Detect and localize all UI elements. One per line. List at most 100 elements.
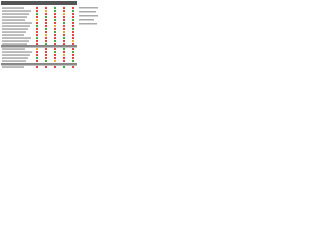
status-dot — [35, 56, 39, 60]
legend-line — [79, 23, 97, 25]
status-dot — [62, 9, 66, 13]
status-dot — [44, 53, 48, 57]
status-dot — [44, 39, 48, 43]
status-dot — [44, 12, 48, 16]
status-dot — [44, 65, 48, 69]
row-label — [2, 51, 32, 53]
status-dot — [71, 53, 75, 57]
status-dot — [71, 50, 75, 54]
status-dot — [62, 56, 66, 60]
status-dot — [71, 36, 75, 40]
status-dot — [53, 59, 57, 63]
row-label — [2, 16, 27, 18]
row-label — [2, 13, 29, 15]
section-bar — [1, 63, 77, 66]
status-dot — [35, 27, 39, 31]
status-dot — [62, 24, 66, 28]
status-dot — [71, 39, 75, 43]
status-dot — [53, 39, 57, 43]
status-dot — [71, 30, 75, 34]
section-bar — [1, 45, 77, 48]
status-dot — [71, 65, 75, 69]
status-dot — [53, 27, 57, 31]
status-dot — [35, 24, 39, 28]
status-dot — [44, 56, 48, 60]
legend-line — [79, 19, 94, 21]
status-dot — [53, 42, 57, 46]
row-label — [2, 25, 30, 27]
status-dot — [62, 27, 66, 31]
row-label — [2, 43, 27, 45]
status-dot — [62, 33, 66, 37]
status-dot — [35, 12, 39, 16]
status-dot — [35, 42, 39, 46]
row-label — [2, 19, 25, 21]
status-dot — [44, 21, 48, 25]
row-label — [2, 48, 25, 50]
status-dot — [62, 36, 66, 40]
status-dot — [44, 59, 48, 63]
status-dot — [35, 15, 39, 19]
rows — [2, 6, 75, 69]
status-dot — [71, 9, 75, 13]
status-dot — [53, 56, 57, 60]
status-dot — [62, 53, 66, 57]
status-dot — [35, 33, 39, 37]
status-dot — [53, 21, 57, 25]
status-dot — [35, 36, 39, 40]
row-label — [2, 54, 30, 56]
status-dot — [44, 42, 48, 46]
legend-line — [79, 15, 98, 17]
status-dot — [35, 53, 39, 57]
status-dot — [53, 33, 57, 37]
row-label — [2, 7, 24, 9]
status-dot — [44, 9, 48, 13]
status-dot — [71, 18, 75, 22]
status-dot — [53, 15, 57, 19]
status-dot — [71, 47, 75, 51]
row-label — [2, 31, 26, 33]
status-dot — [71, 15, 75, 19]
status-dot — [35, 59, 39, 63]
status-dot — [53, 18, 57, 22]
status-dot — [53, 24, 57, 28]
status-dot — [35, 6, 39, 10]
status-dot — [35, 39, 39, 43]
status-dot — [53, 47, 57, 51]
row-label — [2, 40, 29, 42]
row-label — [2, 34, 24, 36]
status-dot — [62, 50, 66, 54]
status-dot — [53, 30, 57, 34]
status-dot — [62, 65, 66, 69]
status-dot — [71, 6, 75, 10]
row-label — [2, 22, 32, 24]
status-dot — [71, 59, 75, 63]
status-dot — [44, 33, 48, 37]
status-dot — [62, 42, 66, 46]
status-dot — [53, 65, 57, 69]
status-dot — [44, 24, 48, 28]
status-dot — [53, 53, 57, 57]
status-dot — [53, 9, 57, 13]
status-dot — [35, 30, 39, 34]
status-dot — [62, 39, 66, 43]
status-dot — [62, 47, 66, 51]
status-dot — [71, 56, 75, 60]
legend-line — [79, 11, 96, 13]
row-label — [2, 66, 24, 68]
row-label — [2, 37, 31, 39]
status-dot — [44, 30, 48, 34]
status-dot — [71, 21, 75, 25]
status-dot — [62, 6, 66, 10]
status-dot — [44, 6, 48, 10]
status-dot — [62, 21, 66, 25]
status-dot — [35, 21, 39, 25]
status-dot — [62, 59, 66, 63]
row-label — [2, 10, 31, 12]
status-dot — [53, 50, 57, 54]
status-dot — [35, 47, 39, 51]
status-dot — [35, 18, 39, 22]
status-dot — [62, 30, 66, 34]
status-dot — [71, 33, 75, 37]
status-dot — [44, 18, 48, 22]
